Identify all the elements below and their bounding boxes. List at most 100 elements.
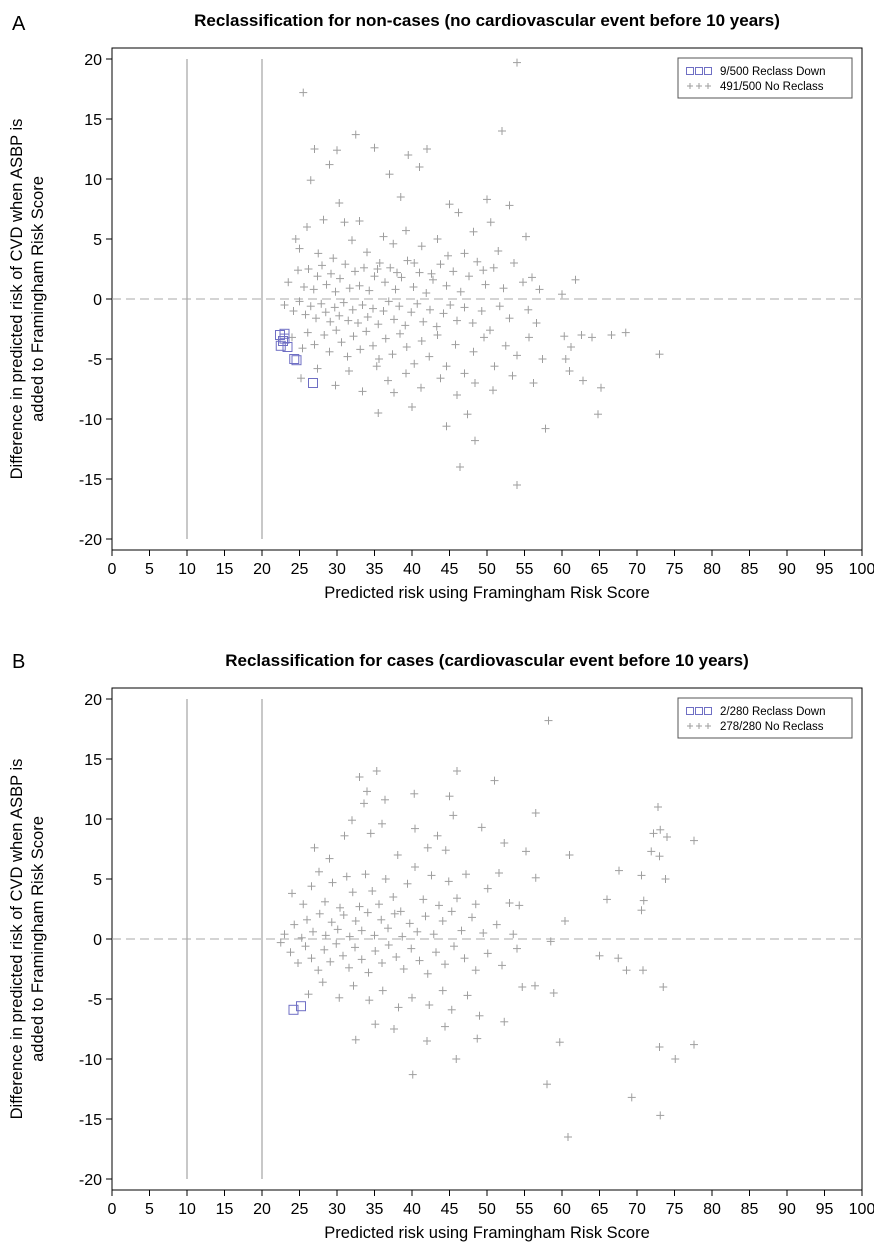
no-reclass-point	[690, 836, 698, 845]
legend-marker-plus	[687, 723, 693, 729]
no-reclass-point	[509, 930, 518, 939]
no-reclass-point	[306, 176, 315, 185]
no-reclass-point	[351, 917, 360, 925]
no-reclass-point	[489, 386, 497, 395]
no-reclass-point	[468, 913, 476, 922]
no-reclass-point	[375, 355, 383, 363]
no-reclass-point	[381, 278, 389, 287]
y-axis-label: added to Framingham Risk Score	[29, 176, 47, 422]
no-reclass-point	[286, 948, 295, 957]
panel-label: A	[12, 13, 26, 35]
no-reclass-point	[571, 275, 580, 284]
no-reclass-point	[337, 338, 346, 347]
no-reclass-point	[355, 217, 364, 225]
x-tick-label: 60	[553, 561, 571, 578]
x-tick-label: 30	[328, 561, 346, 578]
y-tick-label: -20	[79, 1172, 102, 1189]
no-reclass-point	[538, 355, 547, 363]
legend-marker-square	[704, 707, 712, 715]
no-reclass-point	[371, 1020, 380, 1029]
no-reclass-point	[303, 328, 312, 337]
no-reclass-point	[310, 340, 319, 349]
no-reclass-point	[310, 843, 319, 852]
no-reclass-point	[433, 331, 442, 339]
no-reclass-point	[439, 309, 448, 318]
reclass-down-point	[291, 355, 302, 366]
legend-marker-square	[704, 67, 712, 75]
no-reclass-point	[395, 302, 404, 311]
no-reclass-point	[546, 937, 555, 946]
no-reclass-point	[361, 870, 370, 879]
no-reclass-point	[307, 954, 316, 963]
no-reclass-point	[452, 1055, 461, 1063]
no-reclass-point	[456, 463, 464, 471]
no-reclass-point	[471, 900, 480, 909]
no-reclass-point	[473, 1034, 482, 1043]
y-tick-label: -5	[88, 992, 102, 1009]
data-points	[275, 58, 664, 489]
no-reclass-point	[446, 301, 455, 309]
no-reclass-point	[468, 319, 477, 327]
no-reclass-point	[433, 831, 442, 840]
no-reclass-point	[336, 274, 344, 283]
no-reclass-point	[365, 286, 374, 295]
no-reclass-point	[330, 303, 339, 312]
no-reclass-point	[280, 301, 289, 309]
no-reclass-point	[498, 127, 506, 135]
no-reclass-point	[690, 1040, 698, 1049]
no-reclass-point	[510, 259, 518, 267]
no-reclass-point	[391, 285, 400, 294]
no-reclass-point	[385, 170, 394, 179]
no-reclass-point	[351, 267, 359, 276]
x-tick-label: 85	[741, 1201, 759, 1218]
x-tick-label: 5	[145, 1201, 154, 1218]
no-reclass-point	[399, 965, 408, 973]
no-reclass-point	[342, 872, 351, 881]
no-reclass-point	[579, 376, 587, 385]
y-tick-label: -20	[79, 532, 102, 549]
x-tick-label: 100	[849, 1201, 874, 1218]
no-reclass-point	[403, 879, 412, 888]
no-reclass-point	[314, 249, 323, 258]
no-reclass-point	[368, 887, 377, 895]
no-reclass-point	[522, 232, 530, 241]
no-reclass-point	[486, 218, 495, 227]
no-reclass-point	[435, 901, 443, 910]
no-reclass-point	[348, 305, 357, 314]
no-reclass-point	[298, 344, 307, 353]
no-reclass-point	[595, 951, 604, 960]
x-tick-label: 15	[216, 1201, 234, 1218]
no-reclass-point	[297, 933, 306, 942]
no-reclass-point	[451, 340, 460, 349]
x-tick-label: 65	[591, 1201, 609, 1218]
no-reclass-point	[349, 332, 358, 341]
reclass-down-point	[289, 354, 300, 364]
no-reclass-point	[325, 160, 334, 169]
no-reclass-point	[381, 795, 389, 804]
no-reclass-point	[341, 260, 350, 269]
y-axis-label: Difference in predicted risk of CVD when…	[8, 759, 26, 1120]
reclass-down-point	[275, 340, 286, 351]
legend-label: 278/280 No Reclass	[720, 721, 824, 733]
no-reclass-point	[558, 290, 566, 299]
no-reclass-point	[345, 284, 354, 293]
no-reclass-point	[661, 875, 670, 883]
no-reclass-point	[294, 959, 302, 967]
no-reclass-point	[340, 218, 349, 227]
no-reclass-point	[363, 248, 371, 257]
no-reclass-point	[427, 269, 436, 278]
no-reclass-point	[422, 289, 431, 297]
no-reclass-point	[528, 273, 536, 282]
legend-box	[677, 57, 853, 99]
no-reclass-point	[480, 333, 488, 342]
y-tick-label: -10	[79, 1052, 102, 1069]
no-reclass-point	[378, 819, 386, 828]
no-reclass-point	[345, 932, 354, 941]
no-reclass-point	[649, 829, 658, 838]
no-reclass-point	[290, 920, 299, 929]
no-reclass-point	[369, 304, 377, 313]
x-tick-label: 40	[403, 561, 421, 578]
no-reclass-point	[492, 920, 501, 929]
reclass-down-point	[279, 333, 290, 344]
no-reclass-point	[425, 1001, 434, 1009]
